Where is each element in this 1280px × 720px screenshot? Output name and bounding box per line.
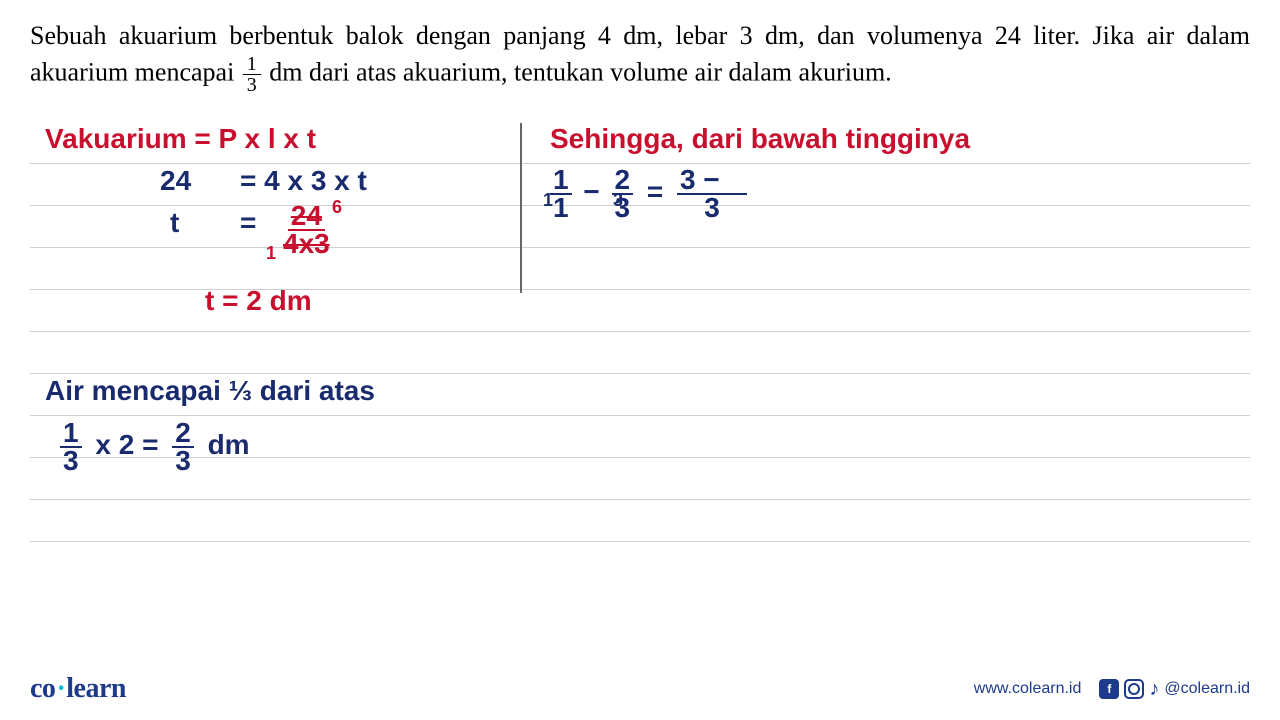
tiktok-icon: ♪ bbox=[1149, 678, 1159, 701]
eq4: t = 2 dm bbox=[205, 285, 312, 317]
footer-url: www.colearn.id bbox=[974, 680, 1082, 698]
right-title: Sehingga, dari bawah tingginya bbox=[550, 123, 970, 155]
ruled-line bbox=[30, 415, 1250, 416]
problem-line1: Sebuah akuarium berbentuk balok dengan p… bbox=[30, 21, 1021, 50]
footer: co·learn www.colearn.id f ♪ @colearn.id bbox=[30, 673, 1250, 705]
ruled-line bbox=[30, 331, 1250, 332]
social-icons: f ♪ @colearn.id bbox=[1099, 678, 1250, 701]
column-divider bbox=[520, 123, 522, 293]
ruled-line bbox=[30, 163, 1250, 164]
footer-right: www.colearn.id f ♪ @colearn.id bbox=[974, 678, 1250, 701]
eq5: Air mencapai ⅓ dari atas bbox=[45, 375, 375, 407]
facebook-icon: f bbox=[1099, 679, 1119, 699]
ruled-line bbox=[30, 499, 1250, 500]
ruled-line bbox=[30, 541, 1250, 542]
fraction-one-third: 13 bbox=[243, 54, 261, 95]
eq2-rhs: = 4 x 3 x t bbox=[240, 165, 367, 197]
eq6: 13 x 2 = 23 dm bbox=[60, 420, 250, 472]
right-annot3: 3 bbox=[613, 190, 623, 211]
eq3-t: t bbox=[170, 207, 179, 239]
ruled-line bbox=[30, 247, 1250, 248]
right-eq: 11 − 23 = 3 −3 bbox=[550, 167, 747, 219]
eq3-fraction: 24 4x3 bbox=[280, 203, 333, 255]
instagram-icon bbox=[1124, 679, 1144, 699]
problem-line3: dalam akurium. bbox=[729, 58, 892, 87]
problem-line2-p2: dm dari atas akuarium, tentukan volume a… bbox=[263, 58, 722, 87]
work-area: Vakuarium = P x l x t 24 = 4 x 3 x t t =… bbox=[30, 115, 1250, 545]
eq2-lhs: 24 bbox=[160, 165, 191, 197]
ruled-line bbox=[30, 373, 1250, 374]
problem-statement: Sebuah akuarium berbentuk balok dengan p… bbox=[30, 18, 1250, 95]
eq3-eq: = bbox=[240, 207, 256, 239]
right-annot1: 1 bbox=[543, 190, 553, 211]
eq3-sub: 1 bbox=[266, 243, 276, 264]
social-handle: @colearn.id bbox=[1164, 680, 1250, 698]
eq-vakuarium: Vakuarium = P x l x t bbox=[45, 123, 316, 155]
logo-dot: · bbox=[56, 673, 65, 704]
brand-logo: co·learn bbox=[30, 673, 126, 705]
eq3-sup: 6 bbox=[332, 197, 342, 218]
